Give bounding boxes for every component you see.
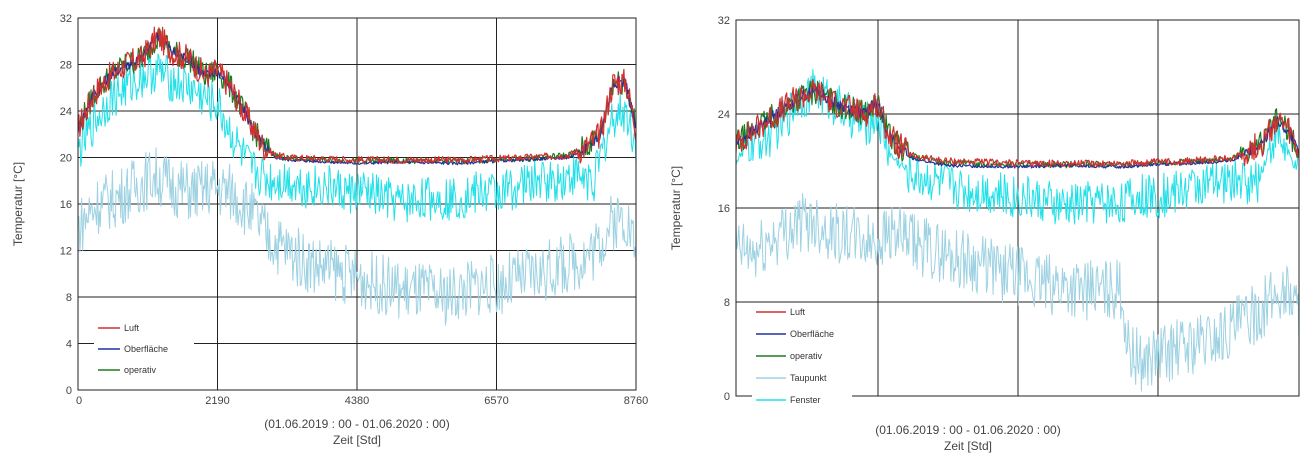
chart-right-legend-label: Fenster xyxy=(790,395,821,405)
chart-right-grid xyxy=(736,20,1299,396)
chart-left-legend-entry-bg xyxy=(94,341,194,360)
chart-right-legend: Luft Oberfläche operativ Taupunkt Fenster xyxy=(752,304,852,412)
chart-left-series-light-blue-line xyxy=(77,147,637,326)
chart-right-legend-entry-bg xyxy=(752,392,852,412)
chart-left-y-tick-label: 28 xyxy=(60,60,72,72)
chart-right-legend-label: Taupunkt xyxy=(790,373,827,383)
chart-left-x-tick-label: 6570 xyxy=(484,395,508,407)
chart-right-y-tick-label: 8 xyxy=(724,297,730,309)
chart-right-y-tick-label: 0 xyxy=(724,391,730,403)
chart-left-series-oberflaeche-line xyxy=(77,31,637,166)
chart-left-y-tick-label: 20 xyxy=(60,153,72,165)
chart-right-legend-label: Luft xyxy=(790,307,806,317)
chart-left-plot-frame xyxy=(77,17,637,391)
chart-right-y-tick-label: 24 xyxy=(718,109,730,121)
chart-left-y-tick-label: 32 xyxy=(60,13,72,25)
chart-left-y-tick-label: 0 xyxy=(66,385,72,397)
chart-left-ylabel: Temperatur [°C] xyxy=(11,162,25,246)
chart-left-series xyxy=(77,26,637,326)
chart-right-y-ticks: 0 8 16 24 32 xyxy=(718,15,730,403)
chart-left-xlabel: Zeit [Std] xyxy=(333,433,381,447)
chart-left-y-tick-label: 12 xyxy=(60,246,72,258)
chart-right-y-tick-label: 16 xyxy=(718,203,730,215)
chart-right-y-tick-label: 32 xyxy=(718,15,730,27)
chart-right-legend-entry-bg xyxy=(752,348,852,368)
chart-left-x-tick-label: 8760 xyxy=(624,395,648,407)
chart-left: 0 4 8 12 16 20 24 28 32 0 2190 4380 6570 8760 Luft Ob… xyxy=(11,13,648,447)
chart-left-y-tick-label: 8 xyxy=(66,292,72,304)
chart-left-period-label: (01.06.2019 : 00 - 01.06.2020 : 00) xyxy=(264,417,449,431)
chart-left-legend-entry-bg xyxy=(94,362,194,381)
chart-left-x-tick-label: 2190 xyxy=(205,395,229,407)
chart-right-xlabel: Zeit [Std] xyxy=(944,439,992,453)
chart-right-legend-label: operativ xyxy=(790,351,823,361)
chart-left-legend-entry-bg xyxy=(94,320,194,339)
chart-left-y-tick-label: 24 xyxy=(60,106,72,118)
chart-left-series-cyan-line xyxy=(77,53,637,223)
chart-right-legend-entry-bg xyxy=(752,370,852,390)
chart-left-y-ticks: 0 4 8 12 16 20 24 28 32 xyxy=(60,13,72,397)
chart-left-x-tick-label: 0 xyxy=(76,395,82,407)
chart-left-series-luft-line xyxy=(77,26,637,164)
chart-right-plot-frame xyxy=(735,19,1300,397)
chart-left-legend-label: Oberfläche xyxy=(124,344,168,354)
chart-right-legend-label: Oberfläche xyxy=(790,329,834,339)
chart-left-x-ticks: 0 2190 4380 6570 8760 xyxy=(76,395,648,407)
chart-left-y-tick-label: 16 xyxy=(60,199,72,211)
chart-left-legend-label: Luft xyxy=(124,323,140,333)
chart-right-period-label: (01.06.2019 : 00 - 01.06.2020 : 00) xyxy=(875,423,1060,437)
chart-left-x-tick-label: 4380 xyxy=(345,395,369,407)
chart-left-legend-label: operativ xyxy=(124,365,157,375)
chart-right-ylabel: Temperatur [°C] xyxy=(669,166,683,250)
chart-right-series-luft-line xyxy=(735,79,1300,168)
chart-left-y-tick-label: 4 xyxy=(66,339,72,351)
chart-right: 0 8 16 24 32 Luft Oberfläche operativ Taupunkt F… xyxy=(669,15,1300,453)
chart-right-series-oberflaeche-line xyxy=(735,86,1300,169)
chart-right-series-taupunkt-line xyxy=(735,192,1300,392)
chart-right-legend-entry-bg xyxy=(752,304,852,324)
chart-right-legend-entry-bg xyxy=(752,326,852,346)
chart-right-series xyxy=(735,68,1300,392)
chart-left-legend: Luft Oberfläche operativ xyxy=(94,320,194,381)
